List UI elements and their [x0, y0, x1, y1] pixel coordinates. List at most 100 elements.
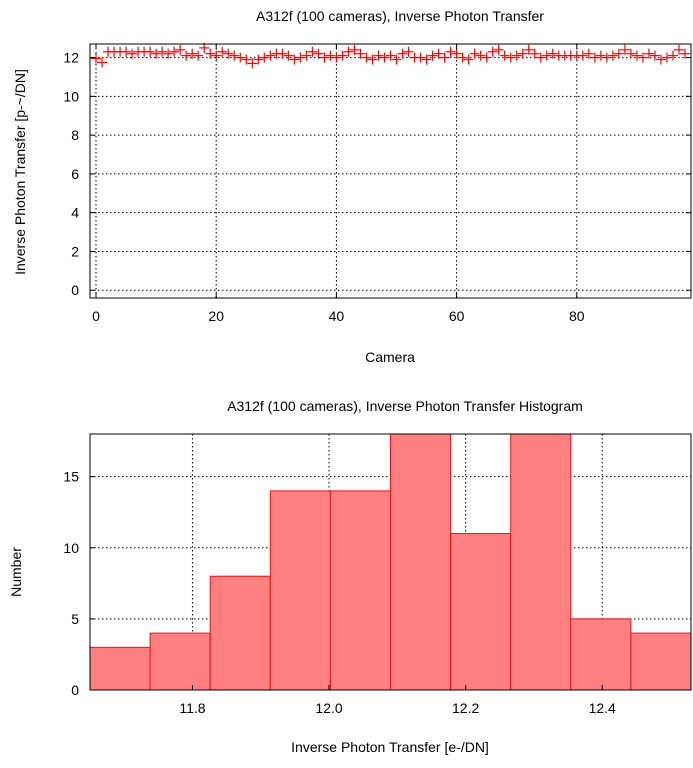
- scatter-point: [523, 44, 534, 55]
- scatter-point: [295, 52, 306, 63]
- scatter-point: [607, 50, 618, 61]
- scatter-point: [667, 50, 678, 61]
- scatter-point: [391, 54, 402, 65]
- scatter-point: [487, 46, 498, 57]
- scatter-point: [361, 52, 372, 63]
- histogram-x-tick-label: 11.8: [179, 700, 205, 716]
- scatter-point: [319, 52, 330, 63]
- scatter-point: [91, 53, 102, 64]
- scatter-point: [655, 54, 666, 65]
- scatter-point: [127, 48, 138, 59]
- scatter-point: [217, 46, 228, 57]
- scatter-point: [367, 54, 378, 65]
- scatter-point: [439, 52, 450, 63]
- scatter-point: [499, 50, 510, 61]
- histogram-bar: [510, 433, 572, 691]
- scatter-point: [595, 50, 606, 61]
- scatter-point: [163, 48, 174, 59]
- scatter-point: [349, 44, 360, 55]
- scatter-point: [679, 48, 690, 59]
- histogram-y-tick-label: 0: [71, 682, 79, 698]
- scatter-point: [241, 54, 252, 65]
- scatter-point: [577, 50, 588, 61]
- histogram-bar: [269, 490, 331, 691]
- histogram-x-ticks: 11.8 12.0 12.2 12.4: [179, 685, 616, 716]
- histogram-title: A312f (100 cameras), Inverse Photon Tran…: [227, 398, 583, 414]
- scatter-point: [583, 48, 594, 59]
- histogram-y-ticks: 0 5 10 15: [63, 469, 95, 698]
- scatter-point: [511, 50, 522, 61]
- scatter-point: [343, 46, 354, 57]
- scatter-point: [259, 52, 270, 63]
- scatter-point: [205, 48, 216, 59]
- scatter-point: [181, 50, 192, 61]
- scatter-y-ticks: 0 2 4 6 8 10 12: [63, 50, 691, 298]
- scatter-point: [193, 50, 204, 61]
- scatter-point: [151, 48, 162, 59]
- scatter-point: [313, 48, 324, 59]
- scatter-point: [373, 50, 384, 61]
- scatter-point: [97, 57, 108, 68]
- scatter-x-tick-label: 0: [92, 308, 100, 324]
- scatter-point: [283, 50, 294, 61]
- scatter-point: [331, 52, 342, 63]
- scatter-point: [625, 48, 636, 59]
- scatter-point: [637, 52, 648, 63]
- scatter-point: [469, 48, 480, 59]
- scatter-point: [175, 44, 186, 55]
- scatter-point: [403, 46, 414, 57]
- histogram-x-tick-label: 12.2: [452, 700, 479, 716]
- scatter-point: [643, 48, 654, 59]
- scatter-x-tick-label: 40: [329, 308, 345, 324]
- scatter-point: [289, 54, 300, 65]
- histogram-bar: [209, 575, 271, 691]
- scatter-point: [301, 50, 312, 61]
- histogram-x-tick-label: 12.4: [589, 700, 616, 716]
- scatter-point: [517, 48, 528, 59]
- scatter-point: [421, 54, 432, 65]
- scatter-point: [529, 48, 540, 59]
- scatter-point: [199, 42, 210, 53]
- scatter-panel: A312f (100 cameras), Inverse Photon Tran…: [12, 8, 692, 365]
- scatter-point: [445, 46, 456, 57]
- scatter-point: [157, 46, 168, 57]
- scatter-point: [601, 52, 612, 63]
- scatter-point: [307, 46, 318, 57]
- scatter-point: [463, 54, 474, 65]
- histogram-bar: [149, 632, 211, 691]
- scatter-point: [121, 46, 132, 57]
- histogram-bar: [329, 490, 391, 691]
- scatter-point: [277, 48, 288, 59]
- scatter-point: [649, 50, 660, 61]
- scatter-point: [235, 52, 246, 63]
- histogram-y-tick-label: 15: [63, 469, 79, 485]
- scatter-points: [91, 42, 690, 69]
- histogram-x-axis-label: Inverse Photon Transfer [e-/DN]: [291, 739, 489, 755]
- scatter-plot-frame: [89, 43, 692, 299]
- scatter-point: [385, 50, 396, 61]
- scatter-point: [325, 50, 336, 61]
- scatter-y-axis-label: Inverse Photon Transfer [p-~/DN]: [12, 69, 28, 275]
- scatter-y-tick-label: 10: [63, 88, 79, 104]
- scatter-point: [505, 52, 516, 63]
- scatter-point: [451, 48, 462, 59]
- histogram-x-tick-label: 12.0: [315, 700, 342, 716]
- scatter-grid: [90, 44, 691, 298]
- scatter-point: [457, 52, 468, 63]
- scatter-point: [427, 50, 438, 61]
- scatter-point: [481, 52, 492, 63]
- scatter-title: A312f (100 cameras), Inverse Photon Tran…: [256, 8, 544, 24]
- scatter-point: [535, 52, 546, 63]
- scatter-point: [589, 52, 600, 63]
- scatter-y-tick-label: 8: [71, 127, 79, 143]
- scatter-point: [169, 46, 180, 57]
- histogram-y-axis-label: Number: [8, 547, 24, 597]
- scatter-point: [229, 50, 240, 61]
- scatter-point: [355, 48, 366, 59]
- scatter-x-tick-label: 20: [208, 308, 224, 324]
- histogram-bar: [570, 618, 632, 691]
- scatter-point: [223, 48, 234, 59]
- scatter-y-tick-label: 12: [63, 50, 79, 66]
